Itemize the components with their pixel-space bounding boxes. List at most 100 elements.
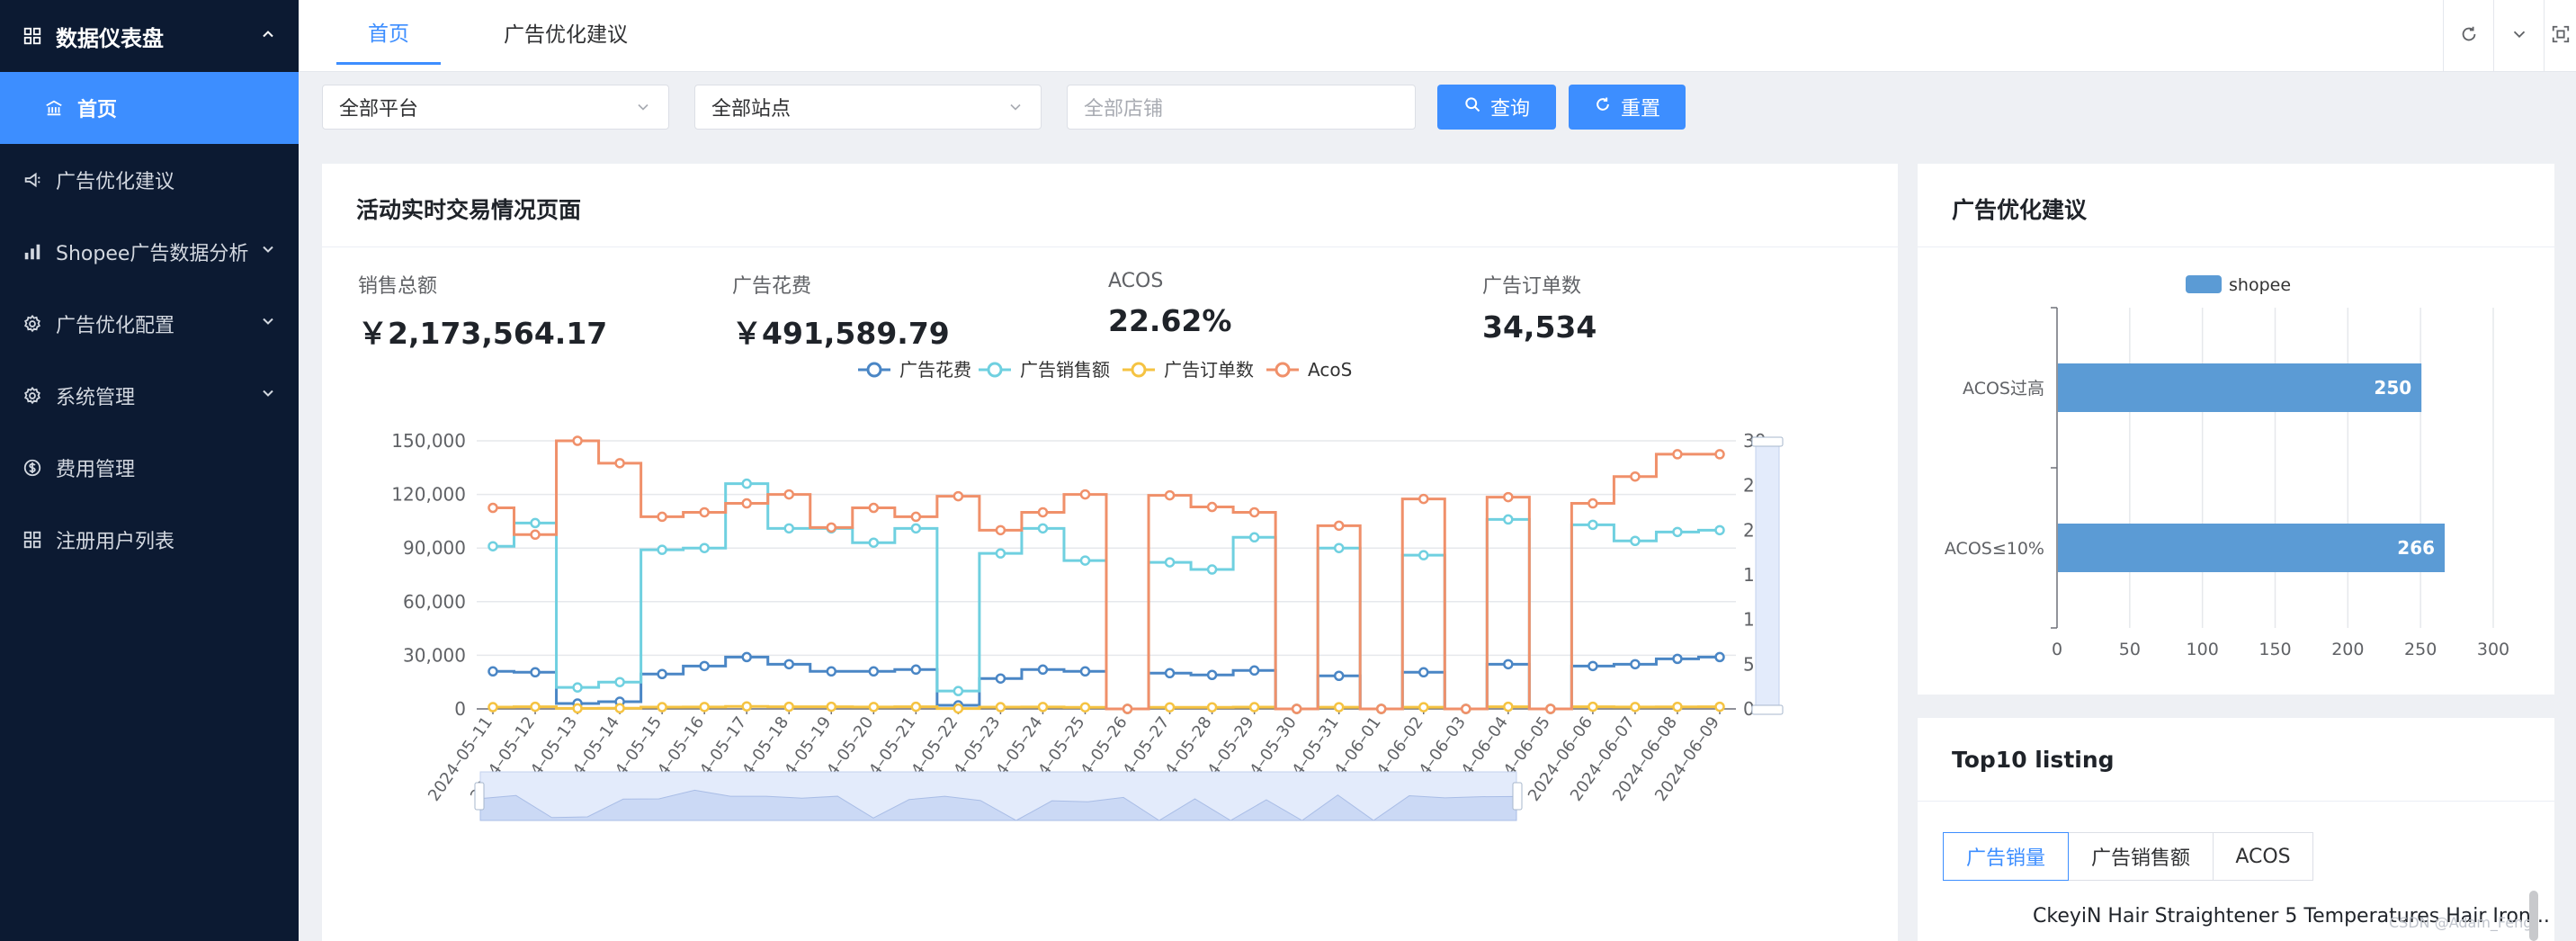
sidebar-item-home[interactable]: 首页 (0, 72, 299, 144)
sidebar-item-ad-advice[interactable]: 广告优化建议 (0, 144, 299, 216)
stat-label: 广告花费 (732, 275, 812, 298)
x-tick-label: 0 (2052, 640, 2062, 659)
sidebar-item-label: 系统管理 (56, 387, 136, 409)
zoom-preview (479, 789, 1517, 821)
listing-title[interactable]: CkeyiN Hair Straightener 5 Temperatures … (2033, 905, 2550, 928)
reset-button[interactable]: 重置 (1569, 85, 1686, 130)
data-point (530, 701, 541, 712)
sidebar-item-shopee-analysis[interactable]: Shopee广告数据分析 (0, 216, 299, 288)
data-point (1418, 667, 1429, 678)
data-point (741, 651, 752, 663)
bar-value-label: 250 (2374, 377, 2411, 399)
dollar-circle-icon (22, 457, 43, 479)
chart-series (487, 435, 1725, 714)
stat-label: ACOS (1108, 270, 1164, 292)
data-point (1164, 702, 1176, 712)
data-point (614, 677, 625, 687)
legend-label: AcoS (1308, 359, 1352, 381)
tab-home[interactable]: 首页 (336, 0, 441, 65)
data-point (1672, 701, 1683, 712)
x-tick-label: 50 (2119, 640, 2141, 659)
top10-tab-ad-sales[interactable]: 广告销售额 (2068, 832, 2214, 881)
query-button[interactable]: 查询 (1437, 85, 1556, 130)
data-point (1079, 488, 1091, 500)
data-point (1418, 493, 1429, 505)
refresh-icon (1594, 95, 1612, 119)
y-tick-label: 60,000 (403, 591, 466, 613)
sidebar-group-dashboard[interactable]: 数据仪表盘 (0, 0, 299, 72)
data-point (699, 506, 710, 518)
top10-tab-acos[interactable]: ACOS (2213, 832, 2313, 881)
legend-marker (866, 362, 882, 378)
scrollbar-thumb[interactable] (2529, 891, 2538, 941)
x-tick-label: 150 (2258, 640, 2291, 659)
x-tick-label: 200 (2331, 640, 2364, 659)
bar-chart-icon (22, 241, 43, 263)
top10-tab-ad-volume[interactable]: 广告销量 (1943, 832, 2069, 881)
bar (2058, 524, 2446, 572)
site-select[interactable]: 全部站点 (694, 85, 1042, 130)
data-point (741, 478, 752, 489)
data-point (1291, 704, 1302, 714)
fullscreen-button[interactable] (2544, 0, 2576, 72)
data-point (1122, 704, 1133, 714)
y-tick-label: 30,000 (403, 644, 466, 666)
data-point (826, 701, 837, 712)
card-divider (1918, 801, 2554, 802)
stat-acos: ACOS 22.62% (1108, 270, 1231, 338)
data-point (657, 544, 667, 555)
zoom-handle (1751, 436, 1784, 447)
data-point (868, 666, 880, 677)
data-point (1714, 524, 1725, 536)
data-point (868, 537, 880, 548)
data-point (953, 490, 964, 502)
sidebar-item-system[interactable]: 系统管理 (0, 360, 299, 432)
sidebar-item-users[interactable]: 注册用户列表 (0, 504, 299, 576)
shop-input[interactable]: 全部店铺 (1067, 85, 1416, 130)
chart-bars: 250 ACOS过高 266 ACOS≤10% (1945, 363, 2446, 572)
data-point (1333, 520, 1345, 532)
tabs-dropdown-button[interactable] (2493, 0, 2544, 72)
data-point (953, 686, 964, 696)
sidebar-item-ad-config[interactable]: 广告优化配置 (0, 288, 299, 360)
site-select-value: 全部站点 (711, 98, 792, 121)
data-point (572, 435, 583, 446)
chevron-down-icon (2509, 24, 2529, 48)
chart-grid (2129, 308, 2494, 628)
y-zoom-slider[interactable] (1751, 436, 1784, 715)
tab-bar: 首页 广告优化建议 (299, 0, 2576, 72)
top10-tab-label: 广告销量 (1965, 847, 2045, 870)
platform-select[interactable]: 全部平台 (322, 85, 669, 130)
sidebar-item-fees[interactable]: 费用管理 (0, 432, 299, 504)
stat-value: ￥2,173,564.17 (358, 316, 608, 351)
refresh-button[interactable] (2443, 0, 2493, 72)
data-point (1079, 555, 1091, 566)
category-label: ACOS≤10% (1945, 539, 2044, 559)
data-point (1672, 449, 1683, 460)
data-point (1333, 702, 1345, 712)
advice-card: 广告优化建议 (1918, 164, 2554, 695)
data-point (1503, 514, 1514, 525)
legend-marker (1275, 362, 1291, 378)
y-tick-label: 150,000 (391, 430, 466, 452)
data-point (1248, 532, 1260, 543)
data-point (1037, 506, 1049, 518)
data-point (1248, 702, 1260, 712)
tab-tools (2443, 0, 2576, 72)
data-point (487, 502, 498, 514)
data-point (1503, 491, 1514, 503)
x-zoom-slider[interactable] (474, 771, 1523, 821)
series-line (493, 439, 1720, 711)
tab-ad-advice[interactable]: 广告优化建议 (479, 0, 653, 65)
data-point (530, 517, 541, 529)
data-point (487, 702, 498, 712)
data-point (1079, 666, 1091, 677)
data-point (1164, 557, 1176, 568)
legend-label: 广告花费 (899, 359, 971, 381)
chevron-down-icon (1006, 98, 1024, 116)
card-divider (1918, 246, 2554, 247)
tab-label: 首页 (368, 22, 409, 46)
stat-ad-orders: 广告订单数 34,534 (1482, 270, 1597, 345)
data-point (1164, 668, 1176, 679)
legend-label: 广告销售额 (1020, 359, 1110, 381)
